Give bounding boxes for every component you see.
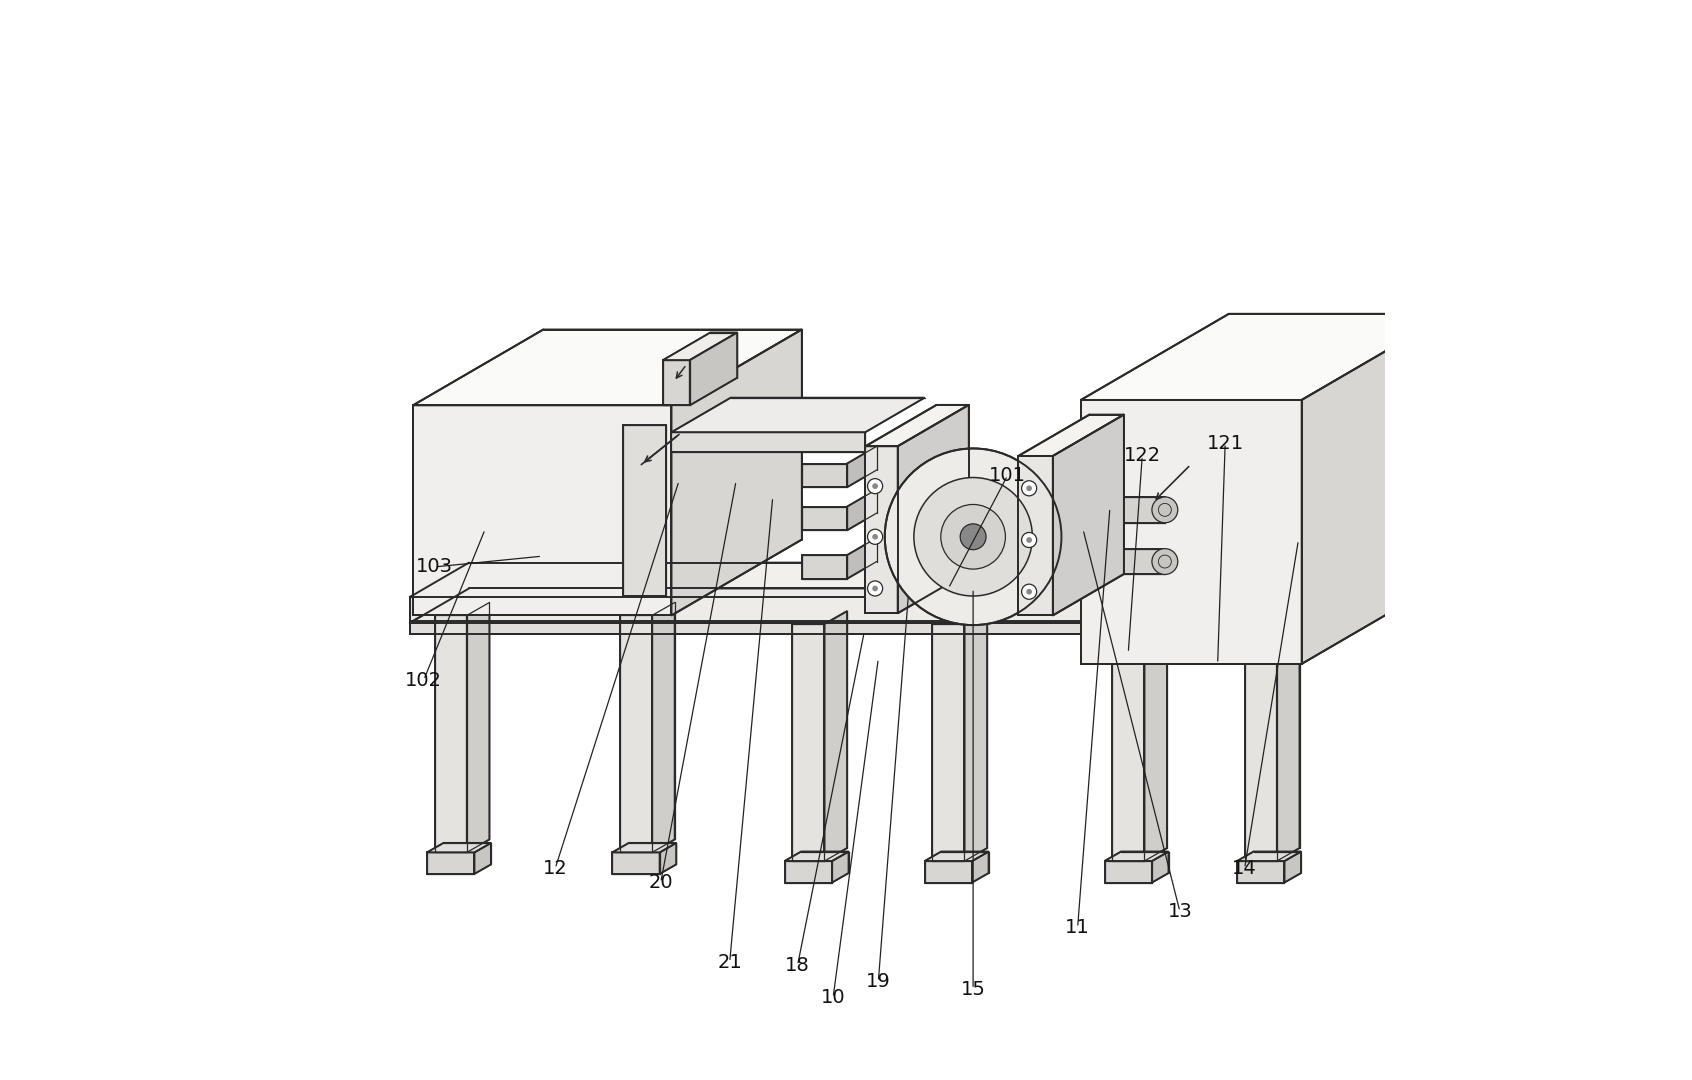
Text: 18: 18 (785, 956, 810, 975)
Circle shape (1152, 549, 1178, 575)
Circle shape (959, 524, 986, 550)
Polygon shape (848, 489, 876, 530)
Polygon shape (1277, 611, 1299, 861)
Text: 19: 19 (866, 972, 890, 991)
Text: 11: 11 (1066, 918, 1090, 937)
Polygon shape (651, 603, 675, 852)
Polygon shape (623, 424, 667, 596)
Text: 13: 13 (1167, 902, 1193, 921)
Polygon shape (672, 432, 865, 451)
Polygon shape (1019, 456, 1052, 616)
Text: 20: 20 (648, 873, 673, 892)
Polygon shape (802, 555, 848, 579)
Polygon shape (785, 851, 849, 861)
Polygon shape (1105, 861, 1152, 882)
Polygon shape (1284, 851, 1301, 882)
Polygon shape (663, 333, 738, 360)
Polygon shape (1123, 549, 1164, 575)
Circle shape (1022, 532, 1037, 548)
Text: 10: 10 (821, 988, 846, 1008)
Circle shape (1152, 497, 1178, 523)
Polygon shape (932, 624, 964, 861)
Circle shape (1027, 538, 1032, 542)
Text: 103: 103 (416, 557, 453, 577)
Text: 101: 101 (990, 465, 1025, 485)
Polygon shape (1342, 563, 1401, 621)
Text: 21: 21 (717, 953, 743, 972)
Polygon shape (613, 852, 660, 874)
Polygon shape (1019, 415, 1123, 456)
Polygon shape (1237, 851, 1301, 861)
Polygon shape (898, 405, 970, 613)
Polygon shape (613, 842, 677, 852)
Polygon shape (832, 851, 849, 882)
Polygon shape (1112, 624, 1144, 861)
Text: 121: 121 (1206, 433, 1244, 453)
Polygon shape (1152, 851, 1169, 882)
Polygon shape (848, 446, 876, 487)
Polygon shape (426, 852, 474, 874)
Text: 122: 122 (1123, 446, 1161, 465)
Polygon shape (1301, 314, 1450, 664)
Polygon shape (924, 861, 971, 882)
Polygon shape (802, 463, 848, 487)
Polygon shape (663, 360, 690, 405)
Polygon shape (409, 597, 1342, 621)
Polygon shape (1144, 611, 1167, 861)
Circle shape (914, 477, 1032, 596)
Polygon shape (792, 624, 824, 861)
Circle shape (1027, 486, 1032, 490)
Polygon shape (690, 333, 738, 405)
Text: 14: 14 (1232, 859, 1257, 878)
Polygon shape (802, 507, 848, 530)
Circle shape (873, 484, 876, 488)
Polygon shape (848, 538, 876, 579)
Polygon shape (1052, 415, 1123, 616)
Circle shape (1022, 481, 1037, 496)
Circle shape (868, 529, 883, 544)
Polygon shape (964, 611, 986, 861)
Polygon shape (413, 405, 672, 616)
Text: 102: 102 (404, 671, 442, 689)
Polygon shape (1081, 400, 1301, 664)
Circle shape (873, 535, 876, 539)
Polygon shape (619, 616, 651, 852)
Circle shape (885, 448, 1061, 625)
Polygon shape (413, 329, 802, 405)
Polygon shape (971, 851, 988, 882)
Polygon shape (1081, 314, 1450, 400)
Polygon shape (824, 611, 848, 861)
Circle shape (868, 581, 883, 596)
Polygon shape (785, 861, 832, 882)
Polygon shape (409, 623, 1342, 634)
Polygon shape (467, 603, 489, 852)
Polygon shape (865, 405, 970, 446)
Polygon shape (1105, 851, 1169, 861)
Circle shape (873, 586, 876, 591)
Polygon shape (435, 616, 467, 852)
Polygon shape (865, 446, 898, 613)
Circle shape (868, 478, 883, 494)
Polygon shape (660, 842, 677, 874)
Polygon shape (409, 563, 1401, 597)
Polygon shape (924, 851, 988, 861)
Circle shape (1027, 590, 1032, 594)
Polygon shape (426, 842, 491, 852)
Polygon shape (474, 842, 491, 874)
Polygon shape (1245, 624, 1277, 861)
Polygon shape (672, 397, 924, 432)
Text: 12: 12 (543, 859, 567, 878)
Polygon shape (672, 329, 802, 616)
Polygon shape (409, 589, 1401, 623)
Polygon shape (1123, 497, 1164, 523)
Polygon shape (1237, 861, 1284, 882)
Circle shape (941, 504, 1005, 569)
Circle shape (1022, 584, 1037, 599)
Text: 15: 15 (961, 980, 985, 999)
